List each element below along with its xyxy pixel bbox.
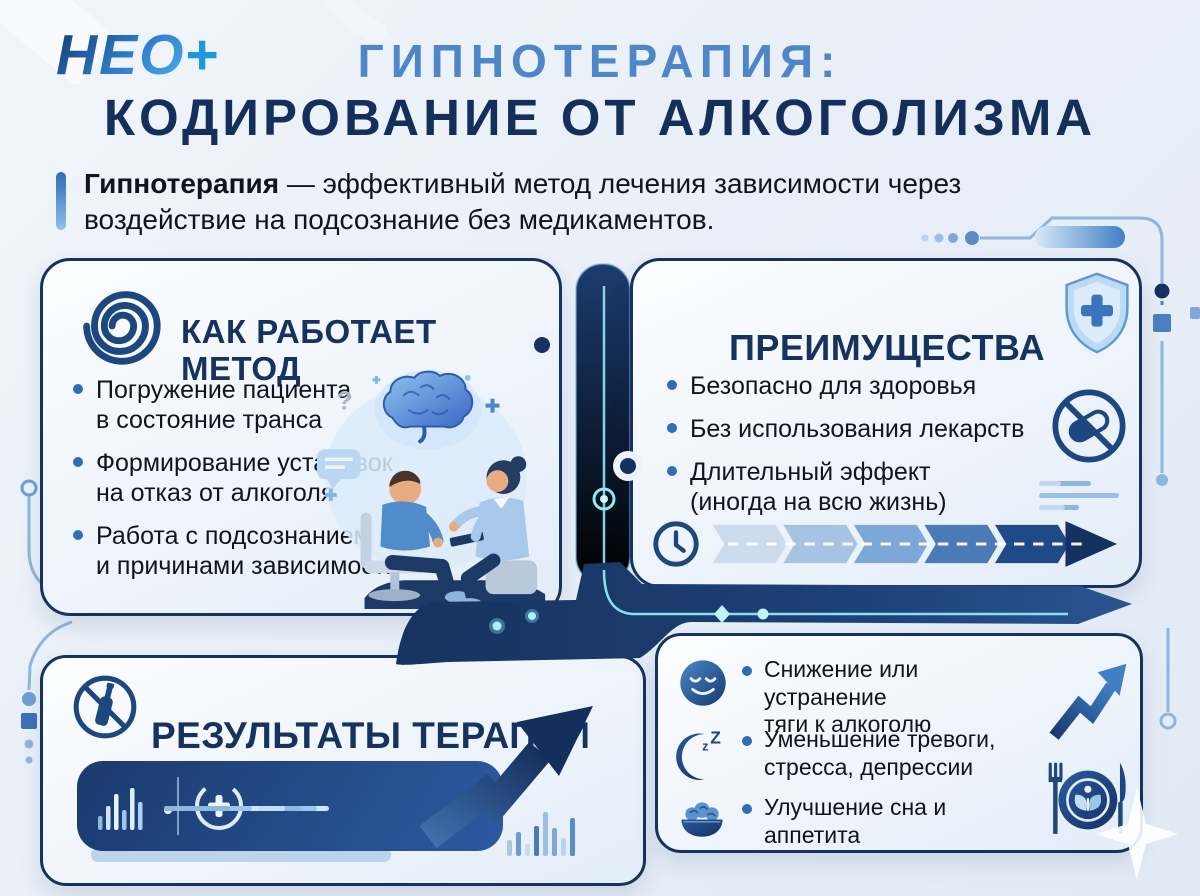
plus-sparkle-icon — [324, 488, 337, 501]
card-outcomes: Снижение или устранение тяги к алкоголю … — [655, 633, 1143, 853]
bullet-dot — [73, 457, 83, 467]
question-mark-decor: ? — [337, 388, 353, 416]
logo-plus: + — [185, 23, 221, 87]
growth-trend-icon — [1049, 663, 1127, 740]
leaf-sprout-icon — [1074, 785, 1102, 811]
intro-rest: — эффективный метод лечения зависимости … — [84, 168, 962, 235]
svg-text:Z: Z — [710, 727, 721, 747]
effect-timeline — [651, 517, 1127, 571]
no-alcohol-icon — [73, 675, 137, 739]
no-pills-icon — [1052, 389, 1126, 463]
bullet-dot — [667, 380, 677, 390]
outcome-text: Снижение или устранение тяги к алкоголю — [764, 656, 932, 738]
card-how-method-works: КАК РАБОТАЕТ МЕТОД Погружение пациента в… — [40, 258, 562, 616]
food-bowl-icon — [681, 802, 723, 837]
list-item: Безопасно для здоровья — [667, 371, 1027, 401]
card-title: РЕЗУЛЬТАТЫ ТЕРАПИИ — [151, 714, 591, 756]
intro-accent-bar — [56, 172, 66, 230]
neo-logo: НЕО+ — [56, 22, 221, 88]
advantages-bullet-list: Безопасно для здоровья Без использования… — [667, 371, 1027, 530]
border-node-dot — [534, 337, 550, 353]
growth-arrow — [420, 706, 593, 849]
bullet-dot — [742, 666, 752, 676]
outcome-row: z Z Уменьшение тревоги, стресса, депресс… — [672, 726, 1032, 784]
bullet-dot — [73, 530, 83, 540]
fork-icon — [1048, 762, 1063, 834]
list-item: Без использования лекарств — [667, 414, 1027, 444]
brain-icon — [374, 369, 482, 450]
plus-sparkle-icon — [485, 398, 500, 413]
circuit-top-right-decor — [921, 216, 1200, 486]
page-title-line1: ГИПНОТЕРАПИЯ: — [357, 35, 843, 87]
card-advantages: ПРЕИМУЩЕСТВА Безопасно для здоровья Без … — [630, 258, 1142, 588]
clock-icon — [653, 521, 699, 567]
bullet-text: Погружение пациента в состояние транса — [96, 376, 352, 434]
circuit-band-decor — [396, 562, 1132, 665]
knife-icon — [1118, 762, 1126, 834]
list-item: Длительный эффект (иногда на всю жизнь) — [667, 457, 1027, 517]
list-item: Погружение пациента в состояние транса — [73, 375, 413, 435]
page-title-line2: КОДИРОВАНИЕ ОТ АЛКОГОЛИЗМА — [103, 89, 1097, 146]
card-title: ПРЕИМУЩЕСТВА — [729, 326, 1046, 368]
outcome-row: Снижение или устранение тяги к алкоголю — [676, 656, 1036, 739]
speech-bubble-icon — [316, 449, 361, 489]
skeleton-text-lines — [1039, 481, 1135, 517]
bullet-dot — [73, 384, 83, 394]
spiral-icon — [83, 291, 161, 365]
timeline-arrow — [712, 521, 1117, 567]
bullet-text: Безопасно для здоровья — [690, 372, 977, 400]
svg-text:z: z — [702, 738, 708, 753]
outcome-row: Улучшение сна и аппетита — [674, 794, 1034, 849]
bullet-text: Длительный эффект (иногда на всю жизнь) — [690, 458, 947, 516]
card-title: КАК РАБОТАЕТ МЕТОД — [181, 313, 437, 388]
therapy-session-illustration: ? — [316, 369, 546, 610]
circuit-trunk-decor — [575, 263, 631, 583]
sleep-moon-icon: z Z — [676, 727, 721, 780]
bullet-dot — [742, 804, 752, 814]
bullet-text: Без использования лекарств — [690, 415, 1025, 443]
plus-sparkle-icon — [372, 375, 381, 384]
shield-cross-icon — [1065, 272, 1129, 354]
logo-text: НЕО — [56, 23, 186, 87]
border-node-dot — [620, 458, 636, 474]
healthy-plate-icon — [1048, 762, 1126, 834]
patient-figure — [360, 470, 471, 604]
mini-bar-chart-icon — [98, 788, 143, 830]
bullet-dot — [742, 736, 752, 746]
calm-face-icon — [680, 660, 726, 706]
bullet-dot — [667, 466, 677, 476]
intro-lead: Гипнотерапия — [84, 168, 280, 199]
outcome-text: Уменьшение тревоги, стресса, депрессии — [764, 726, 996, 780]
panel-divider — [177, 777, 179, 835]
circuit-right-bottom-decor — [1159, 628, 1177, 730]
panel-shadow-decor — [91, 848, 391, 862]
bar-chart-decor — [507, 812, 575, 856]
bullet-dot — [667, 423, 677, 433]
outcome-text: Улучшение сна и аппетита — [764, 794, 947, 848]
intro-paragraph: Гипнотерапия — эффективный метод лечения… — [84, 166, 1084, 238]
